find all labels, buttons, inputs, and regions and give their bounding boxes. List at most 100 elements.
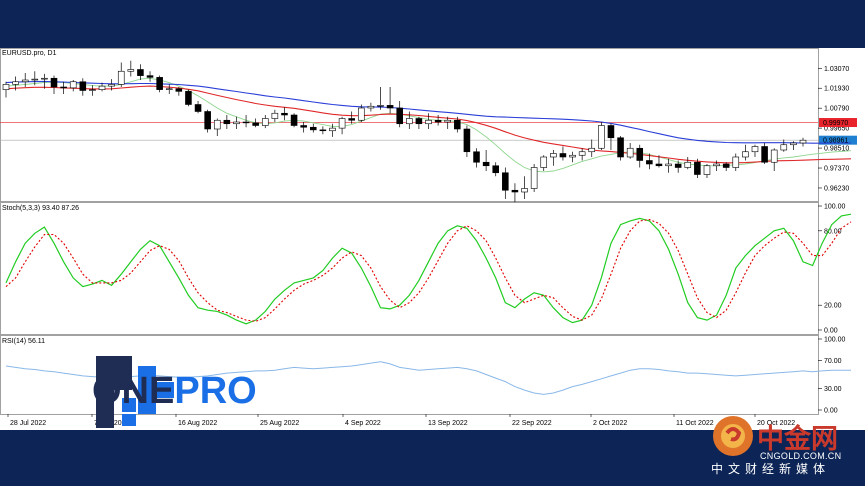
cngold-name: 中金网 xyxy=(757,424,838,455)
candle xyxy=(348,111,355,124)
candle xyxy=(406,111,413,129)
candle-body-up xyxy=(569,154,576,158)
candle xyxy=(242,115,250,128)
candle-body-down xyxy=(617,137,624,158)
x-tick-label: 13 Sep 2022 xyxy=(428,420,468,427)
candle-body-up xyxy=(338,118,346,129)
candle-body-up xyxy=(21,79,29,83)
candle xyxy=(358,104,365,122)
candle-body-down xyxy=(194,104,202,112)
candle-body-down xyxy=(204,111,211,130)
candle-body-up xyxy=(117,70,125,85)
candle-body-up xyxy=(69,81,77,89)
candle xyxy=(511,183,519,203)
price-tag-box xyxy=(819,118,857,128)
candle xyxy=(60,81,67,94)
candle-body-down xyxy=(674,163,682,168)
candle xyxy=(559,146,567,161)
candle-body-up xyxy=(799,139,807,144)
candle xyxy=(578,148,586,161)
candle xyxy=(550,150,557,166)
candle xyxy=(31,71,39,86)
candle xyxy=(425,113,432,129)
x-tick-label: 25 Aug 2022 xyxy=(260,420,299,427)
candle xyxy=(12,76,19,91)
candle xyxy=(713,160,720,171)
candle-body-down xyxy=(319,129,327,132)
candle-body-down xyxy=(492,165,499,174)
candle xyxy=(194,101,202,114)
candle xyxy=(281,107,288,121)
candle xyxy=(636,144,644,168)
price-tick-label: 1.00790 xyxy=(824,106,849,113)
candle-body-down xyxy=(396,107,403,125)
candle xyxy=(540,155,548,171)
candle xyxy=(367,102,375,112)
logo-text-pro: PRO xyxy=(174,370,257,412)
stoch-title: Stoch(5,3,3) 93.40 87.26 xyxy=(2,205,79,212)
candle xyxy=(213,118,221,136)
candle-body-down xyxy=(386,105,394,109)
candle-body-up xyxy=(588,147,596,153)
candle-body-down xyxy=(348,118,355,121)
candle-body-down xyxy=(646,160,653,165)
candle xyxy=(127,60,135,77)
logo-blue-block-3 xyxy=(122,414,136,426)
candle-body-down xyxy=(300,125,307,128)
candle xyxy=(655,155,663,168)
candle xyxy=(165,84,173,94)
candle-body-down xyxy=(434,119,442,123)
rsi-tick-label: 100.00 xyxy=(824,337,846,344)
candle xyxy=(79,78,87,96)
candle-body-down xyxy=(223,119,231,125)
x-tick-label: 22 Sep 2022 xyxy=(512,420,552,427)
candle xyxy=(521,176,528,199)
x-tick-label: 16 Aug 2022 xyxy=(178,420,217,427)
candle xyxy=(50,75,58,94)
candle-body-up xyxy=(358,107,365,121)
candle-body-up xyxy=(751,146,759,153)
onepro-logo-mark xyxy=(96,356,174,428)
stoch-d-line xyxy=(5,219,852,322)
candle xyxy=(530,164,538,192)
candle xyxy=(761,143,768,164)
candle-body-up xyxy=(367,105,375,109)
price-tag-label: 0.99970 xyxy=(823,120,848,127)
candle-body-down xyxy=(310,126,317,131)
candle xyxy=(434,115,442,126)
candle-body-up xyxy=(540,156,548,168)
candle xyxy=(89,85,96,96)
candle xyxy=(722,162,730,171)
candle-body-down xyxy=(281,112,288,116)
candle xyxy=(598,122,605,150)
candle-body-down xyxy=(502,172,509,191)
onepro-logo-text: ONEPRO xyxy=(92,370,257,413)
candle-body-up xyxy=(598,125,605,149)
candle-body-up xyxy=(108,84,115,87)
candle xyxy=(588,139,596,157)
candle-body-down xyxy=(463,128,471,153)
rsi-tick-label: 70.00 xyxy=(824,358,842,365)
candle xyxy=(396,101,403,128)
candle xyxy=(204,109,211,133)
candle-body-down xyxy=(722,163,730,168)
candle xyxy=(175,87,183,96)
candle xyxy=(454,116,461,133)
candle xyxy=(463,125,471,157)
candle xyxy=(703,164,711,178)
candle xyxy=(502,167,509,199)
candle xyxy=(252,118,259,128)
candle-body-down xyxy=(415,118,423,125)
logo-blue-block-1 xyxy=(138,366,174,414)
candle-body-up xyxy=(271,112,279,119)
rsi-title: RSI(14) 56.11 xyxy=(2,338,45,345)
x-tick-label: 2 Oct 2022 xyxy=(593,420,627,427)
x-tick-label: 28 Jul 2022 xyxy=(10,420,46,427)
candle xyxy=(799,137,807,147)
candle-body-up xyxy=(165,88,173,90)
candle-body-up xyxy=(530,167,538,189)
candle xyxy=(117,62,125,87)
candle xyxy=(156,75,163,93)
candle-body-down xyxy=(511,189,519,193)
candle-body-up xyxy=(626,147,634,158)
